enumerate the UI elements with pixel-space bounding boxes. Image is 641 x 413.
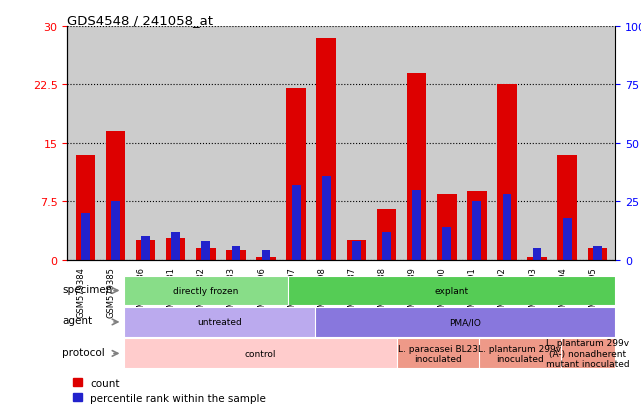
- Bar: [292, 185, 301, 260]
- Text: explant: explant: [435, 286, 469, 295]
- Bar: [226, 251, 246, 260]
- Text: protocol: protocol: [62, 347, 105, 357]
- Bar: [231, 246, 240, 260]
- Legend: count, percentile rank within the sample: count, percentile rank within the sample: [72, 378, 266, 403]
- Bar: [287, 89, 306, 260]
- Bar: [352, 242, 361, 260]
- Bar: [166, 238, 185, 260]
- Bar: [171, 232, 180, 260]
- Bar: [136, 241, 155, 260]
- Text: untreated: untreated: [197, 318, 242, 327]
- Bar: [111, 202, 120, 260]
- Bar: [347, 241, 366, 260]
- Bar: [382, 232, 391, 260]
- Bar: [558, 155, 577, 260]
- Bar: [588, 249, 607, 260]
- Bar: [533, 249, 542, 260]
- Text: L. paracasei BL23
inoculated: L. paracasei BL23 inoculated: [398, 344, 478, 363]
- Text: L. plantarum 299v
inoculated: L. plantarum 299v inoculated: [478, 344, 562, 363]
- Bar: [106, 132, 125, 260]
- Bar: [196, 249, 215, 260]
- Bar: [317, 38, 336, 260]
- Bar: [497, 85, 517, 260]
- Bar: [412, 190, 421, 260]
- Text: GDS4548 / 241058_at: GDS4548 / 241058_at: [67, 14, 213, 27]
- Bar: [442, 228, 451, 260]
- Bar: [593, 246, 602, 260]
- Bar: [563, 218, 572, 260]
- Bar: [437, 194, 456, 260]
- Bar: [322, 176, 331, 260]
- Bar: [467, 192, 487, 260]
- Bar: [472, 202, 481, 260]
- Bar: [503, 195, 512, 260]
- Bar: [407, 74, 426, 260]
- Bar: [262, 251, 271, 260]
- Bar: [76, 155, 95, 260]
- Text: directly frozen: directly frozen: [173, 286, 238, 295]
- Bar: [528, 258, 547, 260]
- Text: agent: agent: [62, 316, 92, 325]
- Bar: [81, 214, 90, 260]
- Text: specimen: specimen: [62, 284, 113, 294]
- Bar: [141, 237, 150, 260]
- Bar: [256, 257, 276, 260]
- Bar: [201, 242, 210, 260]
- Text: control: control: [244, 349, 276, 358]
- Text: L. plantarum 299v
(A-) nonadherent
mutant inoculated: L. plantarum 299v (A-) nonadherent mutan…: [546, 339, 630, 368]
- Bar: [377, 210, 396, 260]
- Text: PMA/IO: PMA/IO: [449, 318, 481, 327]
